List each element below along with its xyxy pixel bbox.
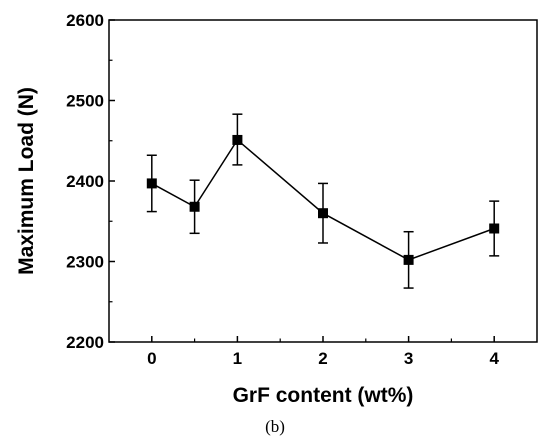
figure-caption: (b) [265,417,285,436]
data-point-marker [232,134,243,145]
x-tick-label: 4 [489,349,499,368]
data-point-marker [189,201,200,212]
x-tick-label: 0 [147,349,156,368]
data-point-marker [318,208,328,219]
series-line [151,138,495,261]
x-tick-label: 2 [318,349,327,368]
x-axis: 0 1 2 3 4 [147,336,499,368]
data-series [146,113,500,289]
y-axis-label: Maximum Load (N) [15,87,38,275]
x-tick-label: 1 [233,349,242,368]
y-tick-label: 2500 [66,92,104,111]
data-point-marker [403,254,414,265]
data-point-marker [489,223,500,234]
y-tick-label: 2400 [66,172,104,191]
data-point-marker [146,178,157,189]
y-tick-label: 2200 [66,333,104,352]
y-tick-label: 2600 [66,11,104,30]
x-tick-label: 3 [404,349,413,368]
y-axis: 2200 2300 2400 2500 2600 [66,11,115,352]
plot-frame [108,19,538,343]
x-axis-label: GrF content (wt%) [233,384,414,407]
y-tick-label: 2300 [66,253,104,272]
